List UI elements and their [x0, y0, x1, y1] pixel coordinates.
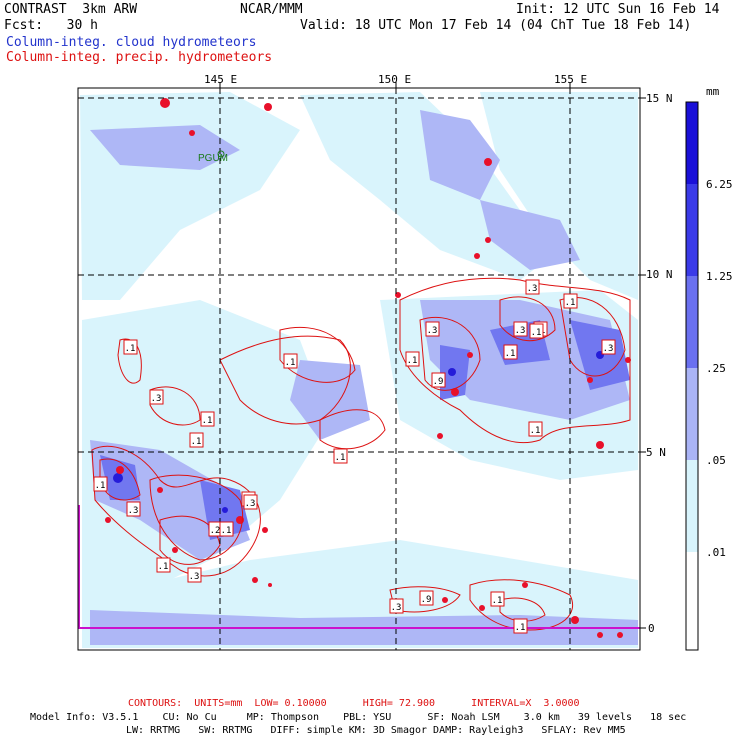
map-frame — [77, 87, 641, 651]
lat-label-0: 0 — [648, 622, 655, 635]
colorbar: mm 6.25 1.25 .25 .05 .01 — [685, 85, 733, 651]
contour-label-text: .1 — [505, 349, 516, 359]
contour-label: .1 — [405, 351, 420, 367]
contour-label-text: .3 — [515, 326, 526, 336]
lat-label-5n: 5 N — [646, 446, 666, 459]
contour-label: .1 — [93, 476, 108, 492]
contour-label: .9 — [419, 590, 434, 606]
legend-cloud-label: Column-integ. cloud hydrometeors — [6, 35, 257, 50]
contour-label: .9 — [431, 372, 446, 388]
contour-label-text: .9 — [433, 377, 444, 387]
contour-label-text: .3 — [427, 326, 438, 336]
contour-label-text: .1 — [158, 562, 169, 572]
contour-label-text: .1 — [492, 596, 503, 606]
colorbar-band-2 — [686, 184, 698, 276]
contour-label: .1 — [123, 339, 138, 355]
contour-label-text: .3 — [527, 284, 538, 294]
contour-label: .1 — [219, 521, 234, 537]
contour-label-text: .1 — [335, 453, 346, 463]
contour-label: .3 — [513, 321, 528, 337]
contour-label-text: .3 — [151, 394, 162, 404]
colorbar-band-5 — [686, 460, 698, 552]
lon-label-155: 155 E — [554, 73, 588, 86]
contour-label-text: .1 — [202, 416, 213, 426]
precip-spots — [105, 98, 631, 638]
contour-label-text: .3 — [189, 572, 200, 582]
colorbar-level-5: .01 — [706, 546, 726, 559]
contour-label: .1 — [563, 293, 578, 309]
valid-time: Valid: 18 UTC Mon 17 Feb 14 (04 ChT Tue … — [300, 18, 692, 33]
contour-label-text: .1 — [285, 358, 296, 368]
contour-label: .3 — [389, 598, 404, 614]
colorbar-level-2: 1.25 — [706, 270, 733, 283]
contour-label: .1 — [528, 421, 543, 437]
contour-label: .3 — [187, 567, 202, 583]
contour-label: .1 — [333, 448, 348, 464]
contour-labels: .1.1.3.1.1.1.3.1.3.2.1.1.3.1.9.1.3.1.1.3… — [93, 279, 616, 634]
contour-label: .1 — [490, 591, 505, 607]
colorbar-level-4: .05 — [706, 454, 726, 467]
lat-label-10n: 10 N — [646, 268, 673, 281]
contour-label-text: .3 — [128, 506, 139, 516]
lon-label-150: 150 E — [378, 73, 412, 86]
model-info-line2: LW: RRTMG SW: RRTMG DIFF: simple KM: 3D … — [126, 725, 626, 736]
colorbar-unit: mm — [706, 85, 720, 98]
contour-label-text: .1 — [515, 623, 526, 633]
contour-label-text: .1 — [565, 298, 576, 308]
forecast-hour: Fcst: 30 h — [4, 18, 98, 33]
contour-label-text: .3 — [391, 603, 402, 613]
contour-label-text: .2 — [210, 526, 221, 536]
contour-label: .1 — [200, 411, 215, 427]
contour-label-text: .1 — [407, 356, 418, 366]
contour-label: .1 — [283, 353, 298, 369]
init-time: Init: 12 UTC Sun 16 Feb 14 — [516, 2, 720, 17]
contour-label: .3 — [601, 339, 616, 355]
contour-label-text: .1 — [95, 481, 106, 491]
contour-label: .1 — [189, 432, 204, 448]
colorbar-level-3: .25 — [706, 362, 726, 375]
contour-label: .3 — [425, 321, 440, 337]
frame-ticks — [219, 82, 646, 629]
model-info-line1: Model Info: V3.5.1 CU: No Cu MP: Thompso… — [30, 712, 687, 723]
center-title: NCAR/MMM — [240, 2, 303, 17]
colorbar-level-1: 6.25 — [706, 178, 733, 191]
contour-label-text: .1 — [530, 426, 541, 436]
contour-label: .1 — [156, 557, 171, 573]
legend-precip-label: Column-integ. precip. hydrometeors — [6, 50, 273, 65]
contour-label: .3 — [126, 501, 141, 517]
graticule — [78, 88, 640, 650]
contour-label: .1 — [513, 618, 528, 634]
contour-label: .1 — [503, 344, 518, 360]
contour-label-text: .1 — [125, 344, 136, 354]
colorbar-band-1 — [686, 102, 698, 184]
contour-label-text: .1 — [531, 328, 542, 338]
lat-label-15n: 15 N — [646, 92, 673, 105]
colorbar-band-6 — [686, 552, 698, 650]
cloud-shading — [80, 92, 638, 648]
contour-label: .3 — [243, 494, 258, 510]
contour-label-text: .1 — [191, 437, 202, 447]
contour-label-text: .9 — [421, 595, 432, 605]
contour-label-text: .1 — [221, 526, 232, 536]
contour-label-text: .3 — [245, 499, 256, 509]
lon-label-145: 145 E — [204, 73, 238, 86]
model-title: CONTRAST 3km ARW — [4, 2, 138, 17]
contour-label: .3 — [525, 279, 540, 295]
contour-label-text: .3 — [603, 344, 614, 354]
colorbar-frame — [685, 101, 699, 651]
contours-info: CONTOURS: UNITS=mm LOW= 0.10000 HIGH= 72… — [128, 698, 580, 709]
colorbar-band-4 — [686, 368, 698, 460]
contour-label: .3 — [149, 389, 164, 405]
contour-label: .1 — [529, 323, 544, 339]
station-label: PGUM — [198, 153, 228, 164]
station-marker — [217, 150, 225, 158]
colorbar-band-3 — [686, 276, 698, 368]
